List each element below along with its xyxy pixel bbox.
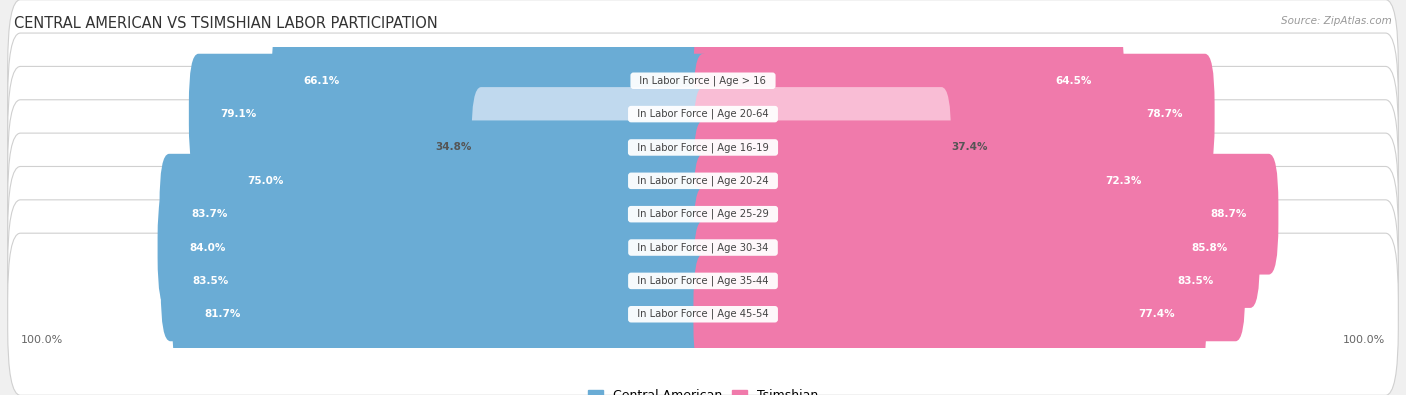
FancyBboxPatch shape <box>173 254 713 374</box>
Text: In Labor Force | Age > 16: In Labor Force | Age > 16 <box>634 75 772 86</box>
FancyBboxPatch shape <box>159 154 713 275</box>
FancyBboxPatch shape <box>693 187 1260 308</box>
Text: 66.1%: 66.1% <box>304 76 340 86</box>
Text: 64.5%: 64.5% <box>1056 76 1092 86</box>
FancyBboxPatch shape <box>693 21 1123 141</box>
FancyBboxPatch shape <box>7 133 1399 295</box>
Text: 85.8%: 85.8% <box>1192 243 1227 252</box>
FancyBboxPatch shape <box>693 154 1278 275</box>
FancyBboxPatch shape <box>7 66 1399 229</box>
FancyBboxPatch shape <box>188 54 713 175</box>
Text: 79.1%: 79.1% <box>221 109 257 119</box>
FancyBboxPatch shape <box>693 220 1246 341</box>
Text: 83.5%: 83.5% <box>193 276 229 286</box>
Text: 75.0%: 75.0% <box>247 176 283 186</box>
Text: 77.4%: 77.4% <box>1137 309 1174 319</box>
FancyBboxPatch shape <box>7 200 1399 362</box>
FancyBboxPatch shape <box>693 120 1174 241</box>
Text: 37.4%: 37.4% <box>950 143 987 152</box>
FancyBboxPatch shape <box>7 33 1399 195</box>
Text: 81.7%: 81.7% <box>204 309 240 319</box>
Text: 34.8%: 34.8% <box>434 143 471 152</box>
FancyBboxPatch shape <box>693 54 1215 175</box>
Text: In Labor Force | Age 45-54: In Labor Force | Age 45-54 <box>631 309 775 320</box>
Text: CENTRAL AMERICAN VS TSIMSHIAN LABOR PARTICIPATION: CENTRAL AMERICAN VS TSIMSHIAN LABOR PART… <box>14 16 437 31</box>
Legend: Central American, Tsimshian: Central American, Tsimshian <box>582 384 824 395</box>
Text: In Labor Force | Age 30-34: In Labor Force | Age 30-34 <box>631 242 775 253</box>
Text: In Labor Force | Age 25-29: In Labor Force | Age 25-29 <box>631 209 775 220</box>
FancyBboxPatch shape <box>693 87 950 208</box>
Text: In Labor Force | Age 20-24: In Labor Force | Age 20-24 <box>631 175 775 186</box>
FancyBboxPatch shape <box>157 187 713 308</box>
FancyBboxPatch shape <box>215 120 713 241</box>
Text: 72.3%: 72.3% <box>1105 176 1142 186</box>
Text: 83.5%: 83.5% <box>1177 276 1213 286</box>
Text: 83.7%: 83.7% <box>191 209 228 219</box>
FancyBboxPatch shape <box>7 100 1399 262</box>
Text: 100.0%: 100.0% <box>1343 335 1385 345</box>
Text: 84.0%: 84.0% <box>190 243 226 252</box>
Text: In Labor Force | Age 35-44: In Labor Force | Age 35-44 <box>631 276 775 286</box>
Text: In Labor Force | Age 20-64: In Labor Force | Age 20-64 <box>631 109 775 119</box>
Text: 78.7%: 78.7% <box>1146 109 1182 119</box>
Text: 100.0%: 100.0% <box>21 335 63 345</box>
Text: Source: ZipAtlas.com: Source: ZipAtlas.com <box>1281 16 1392 26</box>
FancyBboxPatch shape <box>7 233 1399 395</box>
FancyBboxPatch shape <box>271 21 713 141</box>
FancyBboxPatch shape <box>7 166 1399 329</box>
Text: 88.7%: 88.7% <box>1211 209 1247 219</box>
FancyBboxPatch shape <box>693 254 1206 374</box>
FancyBboxPatch shape <box>160 220 713 341</box>
FancyBboxPatch shape <box>7 0 1399 162</box>
FancyBboxPatch shape <box>471 87 713 208</box>
Text: In Labor Force | Age 16-19: In Labor Force | Age 16-19 <box>631 142 775 153</box>
